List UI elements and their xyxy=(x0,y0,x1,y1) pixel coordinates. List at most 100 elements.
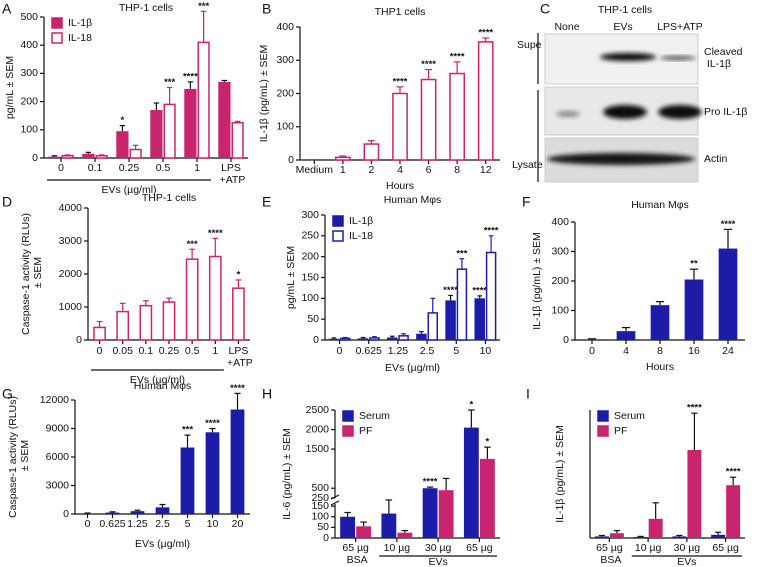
y-tick-label: 1500 xyxy=(306,443,330,455)
legend-label: IL-18 xyxy=(68,32,92,44)
significance: **** xyxy=(443,285,458,296)
significance: *** xyxy=(182,425,193,436)
x-axis-label: EVs (µg/ml) xyxy=(130,374,185,386)
panel-letter: E xyxy=(262,194,271,210)
bar xyxy=(150,110,163,158)
x-tick-label: 0.1 xyxy=(88,162,103,174)
x-tick-label: 1.25 xyxy=(388,345,409,357)
x-tick-label: 16 xyxy=(688,345,700,357)
legend-label: Serum xyxy=(359,410,390,422)
x-tick-label: 65 µg BSA xyxy=(342,542,369,566)
significance: *** xyxy=(187,239,198,250)
x-tick-label: 1 xyxy=(194,162,200,174)
bar xyxy=(633,537,648,538)
bar xyxy=(363,143,380,161)
y-tick-label: 0 xyxy=(32,152,38,164)
x-tick-label: 65 µg BSA xyxy=(596,542,623,566)
bar xyxy=(650,305,670,340)
bar xyxy=(61,154,74,159)
y-tick-label: 4000 xyxy=(59,202,83,214)
lane-label: LPS+ATP xyxy=(657,21,703,33)
significance: *** xyxy=(198,1,209,12)
bar xyxy=(420,78,437,161)
x-tick-label: 8 xyxy=(454,164,460,176)
panel-letter: B xyxy=(262,1,271,17)
bar xyxy=(48,156,61,158)
y-axis-label: IL-1β (pg/mL) ± SEM xyxy=(258,45,270,143)
significance: **** xyxy=(421,59,436,70)
x-tick-label: 10 µg xyxy=(384,542,411,554)
chart-title: Human Mφs xyxy=(134,380,192,392)
bar xyxy=(479,458,495,538)
bar xyxy=(162,301,176,341)
x-tick-label: 65 µg xyxy=(466,542,493,554)
x-tick-label: 0.25 xyxy=(159,345,180,357)
y-axis-label: IL-1β (pg/mL) ± SEM xyxy=(531,232,543,330)
chart-title: THP-1 cells xyxy=(119,2,173,14)
legend-swatch xyxy=(51,17,63,29)
bar xyxy=(230,409,245,514)
bar xyxy=(386,337,398,340)
significance: *** xyxy=(164,77,175,88)
significance: **** xyxy=(726,467,741,478)
y-tick-label: 300 xyxy=(276,54,294,66)
bar xyxy=(449,72,465,161)
x-tick-label: 0 xyxy=(85,518,91,530)
y-axis-label: pg/mL ± SEM xyxy=(285,246,297,309)
x-tick-label: 6 xyxy=(426,164,432,176)
bar xyxy=(726,485,741,538)
bar xyxy=(340,337,351,341)
panel-letter: C xyxy=(540,1,550,17)
bar xyxy=(684,279,704,340)
bar xyxy=(356,526,372,538)
y-tick-label: 0 xyxy=(323,532,329,544)
bar xyxy=(438,490,454,538)
x-axis-label: EVs (µg/ml) xyxy=(385,362,440,374)
y-tick-label: 400 xyxy=(20,39,38,51)
x-tick-label: 10 µg xyxy=(635,542,662,554)
blot-band xyxy=(658,105,702,119)
panel-letter: G xyxy=(2,386,13,402)
x-tick-label: Medium xyxy=(296,164,334,176)
y-tick-label: 0 xyxy=(76,334,82,346)
x-tick-label: 2.5 xyxy=(155,518,170,530)
y-tick-label: 500 xyxy=(311,482,329,494)
legend-swatch xyxy=(342,410,354,422)
legend-label: PF xyxy=(614,425,627,437)
bar xyxy=(232,287,245,341)
bar xyxy=(616,331,636,340)
x-axis-label: EVs xyxy=(428,556,447,567)
x-tick-label: 5 xyxy=(185,518,191,530)
y-tick-label: 2000 xyxy=(306,423,330,435)
y-tick-label: 12000 xyxy=(40,394,69,406)
y-tick-label: 0 xyxy=(288,154,294,166)
bar xyxy=(116,131,129,158)
x-tick-label: 0.5 xyxy=(156,162,171,174)
y-tick-label: 100 xyxy=(551,304,569,316)
bar xyxy=(208,255,222,341)
blot-title: THP-1 cells xyxy=(598,4,652,16)
bar xyxy=(718,248,738,340)
bar xyxy=(116,310,130,341)
y-tick-label: 50 xyxy=(317,521,329,533)
y-tick-label: 2500 xyxy=(306,404,330,416)
bar xyxy=(139,304,153,341)
legend-swatch xyxy=(332,230,344,242)
y-tick-label: 0 xyxy=(563,334,569,346)
panel-letter: I xyxy=(526,386,530,402)
chart-title: Human Mφs xyxy=(631,199,689,211)
significance: **** xyxy=(472,285,487,296)
blot-band xyxy=(600,53,656,61)
x-tick-label: 30 µg xyxy=(425,542,452,554)
significance: **** xyxy=(393,76,408,87)
significance: * xyxy=(121,115,125,126)
x-tick-label: 1 xyxy=(340,164,346,176)
blot-band xyxy=(556,111,580,117)
y-tick-label: 400 xyxy=(276,21,294,33)
significance: **** xyxy=(205,418,220,429)
legend-swatch xyxy=(597,410,609,422)
significance: * xyxy=(486,437,490,448)
bar xyxy=(445,300,456,340)
bar xyxy=(427,312,439,341)
